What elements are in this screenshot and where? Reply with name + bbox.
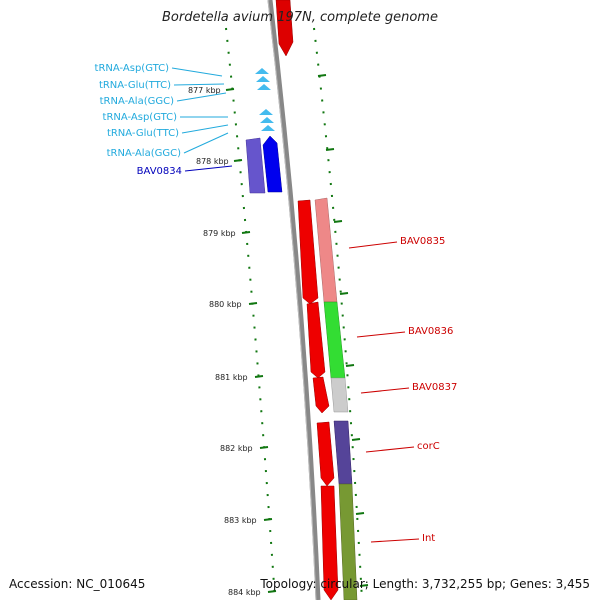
gene-label-bav0834: BAV0834 [137,166,182,177]
tick-label: 883 kbp [224,516,257,525]
trna-markers [255,68,275,131]
tick-mark [267,590,277,593]
trna-labels: tRNA-Asp(GTC) tRNA-Glu(TTC) tRNA-Ala(GGC… [95,63,229,159]
right-gene-labels: BAV0835 BAV0836 BAV0837 corC Int [348,236,457,544]
outer-tick-mark [333,220,343,223]
tick-label: 880 kbp [209,300,242,309]
trna-marker[interactable] [260,117,274,123]
tick-label: 881 kbp [215,373,248,382]
gene-arrow-red[interactable] [312,376,330,414]
trna-marker[interactable] [261,125,275,131]
accession-text: Accession: NC_010645 [9,577,146,591]
tick-label: 882 kbp [220,444,253,453]
gene-arrow-red-top[interactable] [275,0,294,57]
gene-bav0837[interactable] [330,377,349,413]
outer-tick-mark [355,512,365,515]
topology-text: Topology: circular; Length: 3,732,255 bp… [260,577,590,591]
gene-label: BAV0835 [400,236,445,247]
leader-line [176,92,227,102]
genome-backbone [267,0,321,601]
gene-label: BAV0837 [412,382,457,393]
leader-line [183,132,229,154]
gene-arrow-red[interactable] [306,301,326,379]
tick-mark [254,375,264,378]
gene-label: BAV0836 [408,326,453,337]
trna-marker[interactable] [255,68,269,74]
tick-mark [241,231,251,234]
outer-tick-mark [325,148,335,151]
leader-line [348,241,398,249]
leader-line [370,538,420,543]
leader-line [184,165,233,172]
leader-line [173,83,225,86]
tick-mark [225,88,235,91]
trna-label: tRNA-Ala(GGC) [107,148,181,159]
trna-label: tRNA-Ala(GGC) [100,96,174,107]
outer-tick-mark [359,584,369,587]
trna-marker[interactable] [256,76,270,82]
genome-backbone-highlight [267,0,317,601]
leader-line [360,387,410,394]
gene-arrow-bav0834[interactable] [262,135,283,193]
tick-mark [259,446,269,449]
outer-tick-mark [345,364,355,367]
tick-mark [263,518,273,521]
tick-label: 878 kbp [196,157,229,166]
leader-line [356,331,406,338]
kbp-ticks: 877 kbp 878 kbp 879 kbp 880 kbp 881 kbp … [188,74,369,597]
leader-line [181,124,229,134]
gene-bav0836[interactable] [323,301,346,379]
trna-label: tRNA-Glu(TTC) [99,80,171,91]
gene-bav0835[interactable] [314,197,338,303]
gene-label: Int [422,533,435,544]
outer-tick-mark [317,74,327,77]
tick-label: 877 kbp [188,86,221,95]
gene-label: corC [417,441,440,452]
gene-corc[interactable] [333,420,353,485]
trna-label: tRNA-Asp(GTC) [95,63,170,74]
tick-label: 884 kbp [228,588,261,597]
tick-label: 879 kbp [203,229,236,238]
trna-label: tRNA-Glu(TTC) [107,128,179,139]
tick-mark [233,159,243,162]
trna-marker[interactable] [257,84,271,90]
map-title: Bordetella avium 197N, complete genome [162,10,438,25]
gene-arrow-red[interactable] [316,421,335,487]
gene-arrow-bav0834-shade[interactable] [245,137,266,194]
gene-arrow-red[interactable] [320,485,339,601]
leader-line [171,67,223,77]
outer-tick-mark [351,438,361,441]
trna-marker[interactable] [259,109,273,115]
trna-label: tRNA-Asp(GTC) [103,112,178,123]
outer-tick-mark [339,292,349,295]
gene-arrow-red[interactable] [297,199,319,305]
leader-line [365,446,415,453]
tick-mark [248,302,258,305]
